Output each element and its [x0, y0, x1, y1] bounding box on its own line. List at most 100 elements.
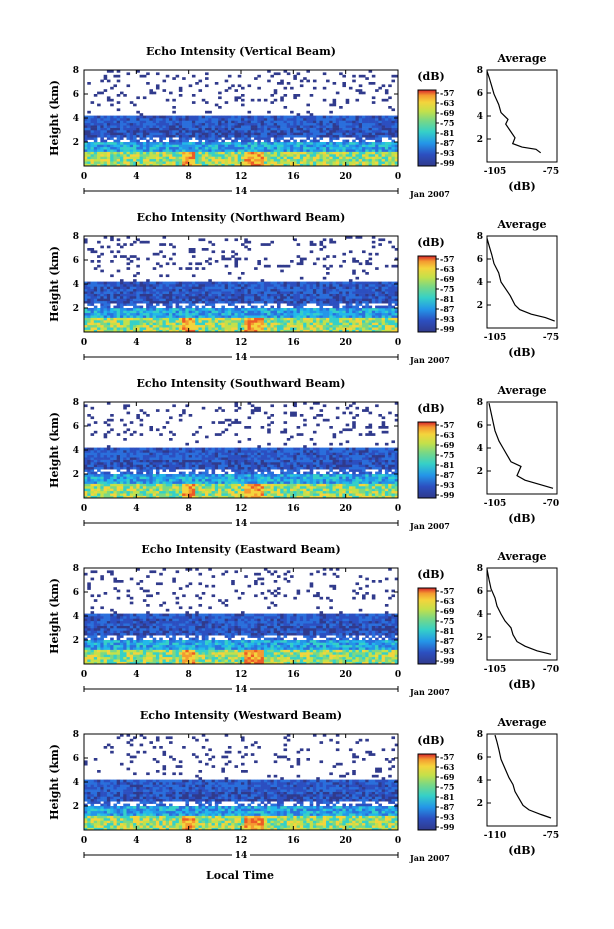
- colorbar-tick-label: -57: [440, 88, 454, 98]
- colorbar-tick-label: -87: [440, 470, 454, 480]
- colorbar-tick-label: -93: [440, 812, 455, 822]
- colorbar-tick-label: -99: [440, 656, 455, 666]
- x-tick-label: 16: [287, 836, 300, 846]
- colorbar-tick-label: -63: [440, 430, 455, 440]
- y-tick-label: 8: [73, 730, 79, 740]
- panel-5: Echo Intensity (Westward Beam) 2 4 6 8 Height…: [48, 709, 559, 863]
- panel-title: Echo Intensity (Southward Beam): [137, 377, 346, 390]
- y-tick-label: 8: [73, 66, 79, 76]
- colorbar-tick-label: -75: [440, 118, 454, 128]
- profile-y-tick-label: 6: [477, 753, 483, 763]
- profile-y-tick-label: 8: [477, 730, 483, 740]
- profile-x-tick-label: -70: [543, 665, 559, 675]
- y-tick-label: 4: [73, 612, 79, 622]
- x-tick-label: 20: [339, 670, 352, 680]
- profile-x-tick-label: -105: [484, 665, 507, 675]
- colorbar-label: (dB): [417, 568, 444, 581]
- profile-frame: [486, 69, 558, 163]
- day-label: 14: [235, 519, 248, 529]
- x-tick-label: 12: [235, 670, 248, 680]
- x-tick-label: 8: [186, 338, 192, 348]
- y-tick-label: 6: [73, 256, 79, 266]
- x-tick-label: 16: [287, 338, 300, 348]
- date-label: Jan 2007: [409, 853, 450, 863]
- profile-line: [486, 238, 555, 322]
- colorbar-tick-label: -87: [440, 304, 454, 314]
- x-tick-label: 0: [81, 338, 87, 348]
- x-tick-label: 8: [186, 836, 192, 846]
- colorbar-tick-label: -99: [440, 158, 455, 168]
- y-tick-label: 8: [73, 232, 79, 242]
- x-tick-label: 0: [395, 172, 401, 182]
- x-tick-label: 4: [133, 836, 139, 846]
- heatmap-cells: [84, 70, 399, 167]
- profile-y-tick-label: 4: [477, 610, 483, 620]
- colorbar-tick-label: -75: [440, 782, 454, 792]
- colorbar-tick-label: -87: [440, 138, 454, 148]
- profile-y-tick-label: 8: [477, 564, 483, 574]
- y-tick-label: 4: [73, 114, 79, 124]
- profile-y-tick-label: 8: [477, 66, 483, 76]
- colorbar-tick-label: -81: [440, 792, 454, 802]
- profile-x-tick-label: -75: [543, 333, 559, 343]
- colorbar-tick-label: -69: [440, 772, 455, 782]
- profile-y-tick-label: 8: [477, 398, 483, 408]
- x-tick-label: 12: [235, 172, 248, 182]
- y-axis-label: Height (km): [48, 578, 61, 654]
- x-tick-label: 8: [186, 670, 192, 680]
- panel-1: Echo Intensity (Vertical Beam) 2 4 6 8 Height…: [48, 45, 559, 199]
- profile-line: [486, 70, 542, 154]
- colorbar-label: (dB): [417, 236, 444, 249]
- y-tick-label: 4: [73, 778, 79, 788]
- colorbar-tick-label: -81: [440, 626, 454, 636]
- colorbar-tick-label: -87: [440, 802, 454, 812]
- profile-x-label: (dB): [508, 844, 535, 857]
- colorbar-tick-label: -81: [440, 294, 454, 304]
- colorbar-label: (dB): [417, 70, 444, 83]
- colorbar-tick-label: -93: [440, 148, 455, 158]
- panel-4: Echo Intensity (Eastward Beam) 2 4 6 8 Height…: [48, 543, 559, 697]
- y-axis-label: Height (km): [48, 80, 61, 156]
- x-tick-label: 16: [287, 504, 300, 514]
- y-axis-label: Height (km): [48, 744, 61, 820]
- profile-x-tick-label: -75: [543, 831, 559, 841]
- x-tick-label: 0: [81, 504, 87, 514]
- x-tick-label: 12: [235, 836, 248, 846]
- colorbar-tick-label: -63: [440, 98, 455, 108]
- profile-y-tick-label: 4: [477, 776, 483, 786]
- profile-title: Average: [496, 716, 546, 729]
- x-tick-label: 16: [287, 172, 300, 182]
- panel-title: Echo Intensity (Westward Beam): [140, 709, 342, 722]
- date-label: Jan 2007: [409, 189, 450, 199]
- profile-y-tick-label: 2: [477, 467, 483, 477]
- x-tick-label: 12: [235, 504, 248, 514]
- day-label: 14: [235, 353, 248, 363]
- heatmap-cells: [84, 734, 399, 831]
- colorbar-tick-label: -81: [440, 128, 454, 138]
- colorbar-tick-label: -87: [440, 636, 454, 646]
- y-tick-label: 4: [73, 280, 79, 290]
- profile-frame: [486, 733, 558, 827]
- colorbar-tick-label: -99: [440, 490, 455, 500]
- profile-y-tick-label: 2: [477, 633, 483, 643]
- colorbar: [417, 89, 437, 167]
- profile-x-tick-label: -70: [543, 499, 559, 509]
- heatmap-cells: [84, 568, 399, 665]
- x-tick-label: 4: [133, 172, 139, 182]
- x-axis-label: Local Time: [206, 869, 274, 882]
- colorbar-tick-label: -93: [440, 480, 455, 490]
- profile-x-label: (dB): [508, 512, 535, 525]
- colorbar-tick-label: -57: [440, 586, 454, 596]
- profile-frame: [486, 235, 558, 329]
- colorbar-label: (dB): [417, 402, 444, 415]
- x-tick-label: 20: [339, 338, 352, 348]
- colorbar-tick-label: -69: [440, 606, 455, 616]
- heatmap-cells: [84, 236, 399, 333]
- date-label: Jan 2007: [409, 687, 450, 697]
- profile-title: Average: [496, 52, 546, 65]
- day-label: 14: [235, 851, 248, 861]
- profile-y-tick-label: 8: [477, 232, 483, 242]
- profile-y-tick-label: 6: [477, 255, 483, 265]
- y-tick-label: 6: [73, 754, 79, 764]
